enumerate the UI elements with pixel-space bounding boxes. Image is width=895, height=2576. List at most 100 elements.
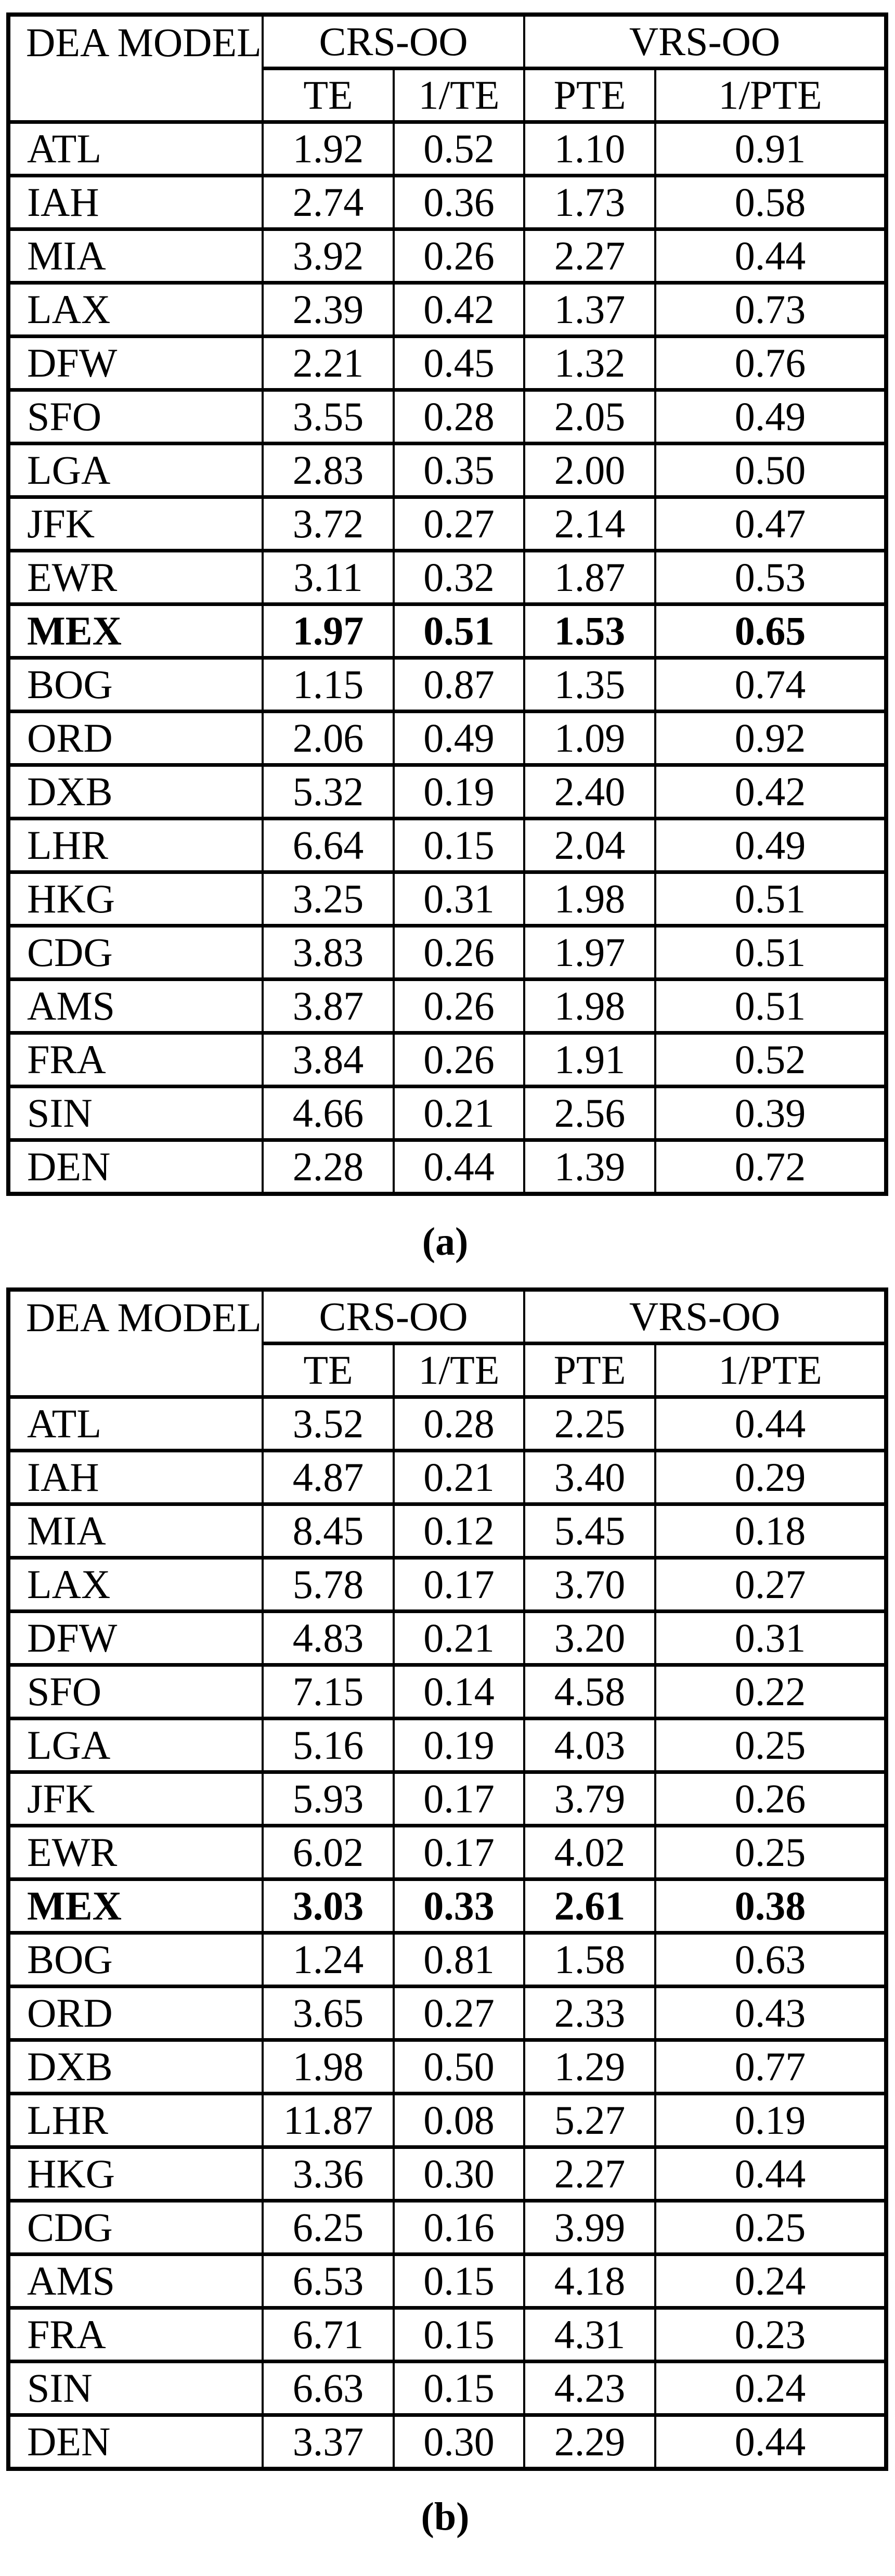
- table-row: LHR 6.64 0.15 2.04 0.49: [7, 817, 888, 874]
- value-cell: 0.21: [392, 1085, 526, 1142]
- value-cell: 4.31: [523, 2306, 657, 2363]
- value-cell: 2.05: [523, 388, 657, 445]
- table-row: LAX 2.39 0.42 1.37 0.73: [7, 281, 888, 338]
- value-cell: 0.21: [392, 1449, 526, 1506]
- value-cell: 0.76: [654, 334, 888, 392]
- header-crs-oo: CRS-OO: [261, 12, 526, 70]
- header-sub-row: TE 1/TE PTE 1/PTE: [8, 1342, 888, 1399]
- value-cell: 0.32: [392, 549, 526, 606]
- table-row: MIA 8.45 0.12 5.45 0.18: [7, 1502, 888, 1560]
- header-dea-model-label: DEA MODEL: [26, 20, 262, 66]
- header-dea-model: DEA MODEL: [7, 12, 264, 124]
- value-cell: 2.04: [523, 817, 657, 874]
- table-row: BOG 1.15 0.87 1.35 0.74: [7, 656, 888, 713]
- airport-code-cell: LAX: [7, 281, 264, 338]
- table-row: DEN 3.37 0.30 2.29 0.44: [7, 2413, 888, 2471]
- value-cell: 1.92: [262, 120, 395, 177]
- value-cell: 2.28: [262, 1138, 395, 1196]
- value-cell: 1.98: [523, 870, 657, 928]
- value-cell: 0.58: [654, 174, 888, 231]
- value-cell: 5.16: [262, 1717, 395, 1774]
- table-row: JFK 3.72 0.27 2.14 0.47: [7, 495, 888, 552]
- airport-code-cell: LGA: [7, 442, 264, 499]
- value-cell: 4.58: [523, 1663, 657, 1720]
- table-row: DFW 4.83 0.21 3.20 0.31: [7, 1609, 888, 1667]
- value-cell: 0.44: [654, 1395, 888, 1452]
- table-a-header: DEA MODEL CRS-OO VRS-OO TE 1/TE PTE 1/PT…: [7, 12, 888, 124]
- header-inv-pte: 1/PTE: [654, 67, 888, 124]
- value-cell: 0.44: [392, 1138, 526, 1196]
- value-cell: 5.93: [262, 1770, 395, 1827]
- value-cell: 3.99: [523, 2199, 657, 2256]
- header-inv-te: 1/TE: [392, 1342, 526, 1399]
- value-cell: 3.11: [262, 549, 395, 606]
- value-cell: 0.30: [392, 2413, 526, 2471]
- value-cell: 4.66: [262, 1085, 395, 1142]
- value-cell: 0.51: [654, 977, 888, 1035]
- airport-code-cell: HKG: [7, 870, 264, 928]
- value-cell: 0.35: [392, 442, 526, 499]
- value-cell: 1.98: [262, 2038, 395, 2095]
- value-cell: 0.39: [654, 1085, 888, 1142]
- value-cell: 4.87: [262, 1449, 395, 1506]
- value-cell: 1.39: [523, 1138, 657, 1196]
- value-cell: 3.72: [262, 495, 395, 552]
- airport-code-cell: LHR: [7, 817, 264, 874]
- airport-code-cell: DFW: [7, 1609, 264, 1667]
- value-cell: 0.26: [392, 1031, 526, 1088]
- value-cell: 0.26: [392, 977, 526, 1035]
- value-cell: 6.63: [262, 2360, 395, 2417]
- table-row: EWR 6.02 0.17 4.02 0.25: [7, 1824, 888, 1881]
- airport-code-cell: LAX: [7, 1556, 264, 1613]
- airport-code-cell: MIA: [7, 227, 264, 285]
- caption-b: (b): [421, 2494, 470, 2539]
- value-cell: 0.52: [654, 1031, 888, 1088]
- table-b-header: DEA MODEL CRS-OO VRS-OO TE 1/TE PTE 1/PT…: [7, 1287, 888, 1399]
- value-cell: 6.53: [262, 2252, 395, 2310]
- header-dea-model: DEA MODEL: [7, 1287, 264, 1399]
- value-cell: 1.29: [523, 2038, 657, 2095]
- table-row: CDG 3.83 0.26 1.97 0.51: [7, 924, 888, 981]
- value-cell: 1.09: [523, 710, 657, 767]
- value-cell: 0.77: [654, 2038, 888, 2095]
- value-cell: 3.03: [262, 1877, 395, 1935]
- value-cell: 1.73: [523, 174, 657, 231]
- table-row: FRA 3.84 0.26 1.91 0.52: [7, 1031, 888, 1088]
- value-cell: 0.31: [392, 870, 526, 928]
- value-cell: 5.78: [262, 1556, 395, 1613]
- header-group-row: DEA MODEL CRS-OO VRS-OO: [7, 1287, 888, 1399]
- value-cell: 2.56: [523, 1085, 657, 1142]
- airport-code-cell: LGA: [7, 1717, 264, 1774]
- value-cell: 0.51: [654, 870, 888, 928]
- value-cell: 5.32: [262, 763, 395, 820]
- table-row: JFK 5.93 0.17 3.79 0.26: [7, 1770, 888, 1827]
- table-row: FRA 6.71 0.15 4.31 0.23: [7, 2306, 888, 2363]
- airport-code-cell: JFK: [7, 495, 264, 552]
- value-cell: 0.50: [654, 442, 888, 499]
- header-pte: PTE: [523, 67, 657, 124]
- value-cell: 0.17: [392, 1824, 526, 1881]
- airport-code-cell: BOG: [7, 1931, 264, 1988]
- value-cell: 0.49: [654, 817, 888, 874]
- value-cell: 1.24: [262, 1931, 395, 1988]
- value-cell: 0.74: [654, 656, 888, 713]
- value-cell: 0.44: [654, 227, 888, 285]
- airport-code-cell: CDG: [7, 2199, 264, 2256]
- table-row: ATL 1.92 0.52 1.10 0.91: [7, 120, 888, 177]
- value-cell: 3.55: [262, 388, 395, 445]
- value-cell: 0.65: [654, 602, 888, 660]
- value-cell: 0.53: [654, 549, 888, 606]
- table-row: SIN 4.66 0.21 2.56 0.39: [7, 1085, 888, 1142]
- value-cell: 0.15: [392, 2360, 526, 2417]
- value-cell: 0.14: [392, 1663, 526, 1720]
- airport-code-cell: HKG: [7, 2145, 264, 2203]
- airport-code-cell: FRA: [7, 2306, 264, 2363]
- value-cell: 8.45: [262, 1502, 395, 1560]
- value-cell: 1.37: [523, 281, 657, 338]
- airport-code-cell: IAH: [7, 174, 264, 231]
- table-row: DEN 2.28 0.44 1.39 0.72: [7, 1138, 888, 1196]
- value-cell: 1.97: [262, 602, 395, 660]
- value-cell: 0.29: [654, 1449, 888, 1506]
- value-cell: 2.06: [262, 710, 395, 767]
